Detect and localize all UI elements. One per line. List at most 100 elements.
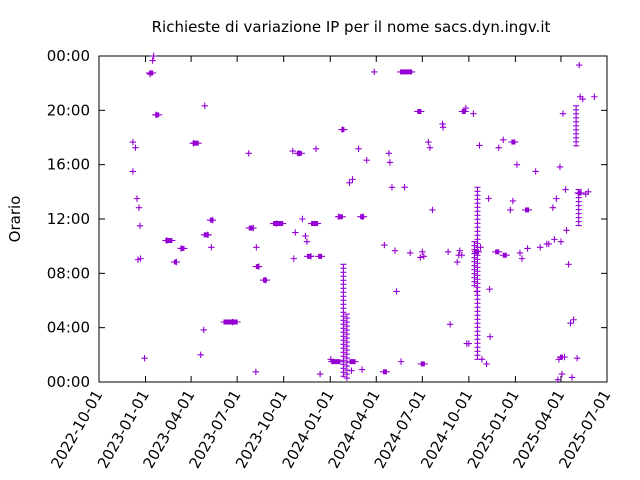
data-point [591,93,598,100]
data-point [385,150,393,157]
data-point [136,222,144,229]
data-point [386,159,394,166]
data-point [549,204,557,211]
data-point [462,104,470,112]
data-point [133,195,141,202]
data-marks [129,52,598,383]
data-point [200,326,207,334]
data-point [485,195,492,202]
data-point [346,179,353,186]
data-point [363,156,370,164]
data-point [358,366,366,373]
data-point [585,188,592,196]
data-point [292,229,299,236]
data-point [513,161,521,168]
y-tick-label: 04:00 [47,319,90,337]
data-point [303,238,311,245]
data-point [397,358,405,365]
y-tick-label: 16:00 [47,156,90,174]
data-point [516,249,524,257]
data-point [253,244,260,251]
data-point [567,319,574,327]
data-point [150,52,157,60]
data-point [486,333,494,340]
data-point [444,248,452,256]
data-point [393,288,400,295]
data-point [391,247,399,254]
y-tick-label: 00:00 [47,373,90,391]
data-point [458,252,465,259]
data-point [425,138,432,146]
data-point [518,255,526,262]
data-point [439,124,447,131]
data-point [406,249,414,257]
data-point [537,244,544,251]
data-point [426,144,434,151]
data-point [524,245,531,252]
data-point [135,204,143,211]
data-point [532,168,539,175]
data-point [454,258,461,266]
data-point [312,145,320,153]
data-point [348,367,355,374]
data-point [401,184,408,191]
y-tick-label: 12:00 [47,210,90,228]
data-point [563,227,570,234]
data-point [289,147,296,155]
data-point [558,370,566,378]
data-point [553,195,560,202]
data-point [568,374,576,381]
data-point [316,370,324,378]
data-point [245,150,252,157]
axes: 00:0004:0008:0012:0016:0020:0000:002022-… [47,47,615,472]
data-point [349,176,356,183]
data-point [575,61,583,69]
data-point [302,232,309,240]
data-point [371,68,378,76]
data-point [465,340,473,347]
data-point [559,110,567,117]
data-point [388,184,396,191]
data-point [420,253,428,260]
data-point [299,215,306,223]
data-point [500,136,507,143]
data-point [417,254,424,261]
data-point [483,360,490,368]
data-point [149,57,156,64]
data-point [486,285,493,293]
data-point [197,351,204,359]
plot-frame [98,55,608,383]
data-point [551,236,558,243]
chart-title: Richieste di variazione IP per il nome s… [152,18,551,36]
data-point [132,144,139,151]
data-point [290,255,298,262]
data-point [495,144,502,151]
data-point [201,102,208,110]
data-point [507,206,514,214]
data-point [419,248,426,256]
data-point [557,238,565,245]
data-point [579,95,586,103]
data-point [554,376,562,383]
data-point [429,206,436,214]
y-tick-label: 08:00 [47,264,90,282]
data-point [141,355,148,362]
data-point [476,142,483,149]
data-point [509,197,517,205]
data-point [545,240,553,248]
data-point [137,255,144,262]
data-point [570,316,577,323]
data-point [565,261,572,268]
data-point [456,247,463,254]
data-point [129,168,137,175]
data-point [381,241,388,249]
data-point [573,355,581,362]
data-point [355,145,362,153]
data-point [252,368,260,376]
y-tick-label: 00:00 [47,47,90,65]
data-point [562,186,569,193]
data-point [446,321,454,328]
data-point [470,110,477,117]
data-point [208,244,215,251]
